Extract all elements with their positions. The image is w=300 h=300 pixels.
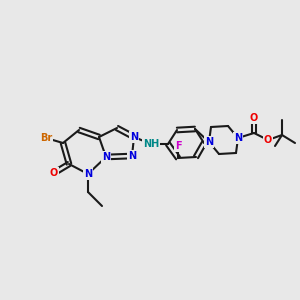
Text: N: N — [205, 137, 213, 147]
Text: O: O — [250, 113, 258, 123]
Text: N: N — [102, 152, 110, 162]
Text: NH: NH — [143, 139, 159, 149]
Text: O: O — [50, 168, 58, 178]
Text: N: N — [130, 132, 138, 142]
Text: Br: Br — [40, 133, 52, 143]
Text: F: F — [175, 141, 181, 151]
Text: N: N — [84, 169, 92, 179]
Text: O: O — [264, 135, 272, 145]
Text: N: N — [128, 151, 136, 161]
Text: N: N — [234, 133, 242, 143]
